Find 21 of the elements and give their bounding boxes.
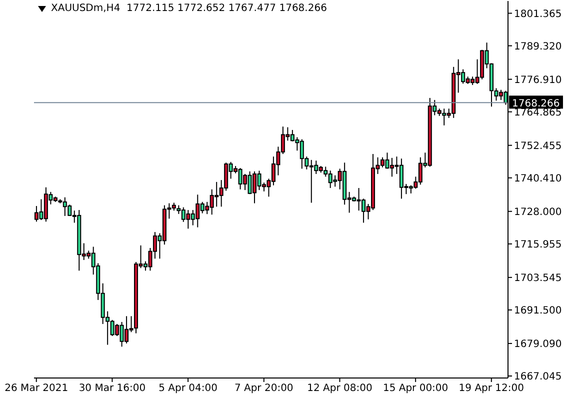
x-tick-label: 30 Mar 16:00 xyxy=(78,383,146,394)
y-tick-label: 1667.045 xyxy=(514,372,562,383)
y-tick-label: 1691.500 xyxy=(514,305,562,316)
x-tick-label: 12 Apr 08:00 xyxy=(307,383,372,394)
y-tick-label: 1752.455 xyxy=(514,140,562,152)
y-tick-label: 1740.410 xyxy=(514,173,562,184)
chart-title: XAUUSDm,H4 1772.115 1772.652 1767.477 1768.266 xyxy=(51,3,327,14)
y-tick-label: 1715.955 xyxy=(514,239,562,250)
y-tick-label: 1728.000 xyxy=(514,206,562,218)
x-tick-label: 15 Apr 00:00 xyxy=(382,383,448,394)
y-tick-label: 1776.910 xyxy=(514,74,562,86)
y-tick-label: 1764.865 xyxy=(514,107,562,118)
x-tick-label: 19 Apr 12:00 xyxy=(458,383,524,394)
y-tick-label: 1679.090 xyxy=(514,339,562,350)
y-tick-label: 1789.320 xyxy=(514,41,562,52)
x-tick-label: 26 Mar 2021 xyxy=(4,383,68,394)
ref-line-label: 1768.266 xyxy=(512,98,560,110)
x-tick-label: 7 Apr 20:00 xyxy=(234,383,294,394)
y-tick-label: 1801.365 xyxy=(514,8,562,20)
x-tick-label: 5 Apr 04:00 xyxy=(158,383,218,394)
y-tick-label: 1703.545 xyxy=(514,272,562,284)
